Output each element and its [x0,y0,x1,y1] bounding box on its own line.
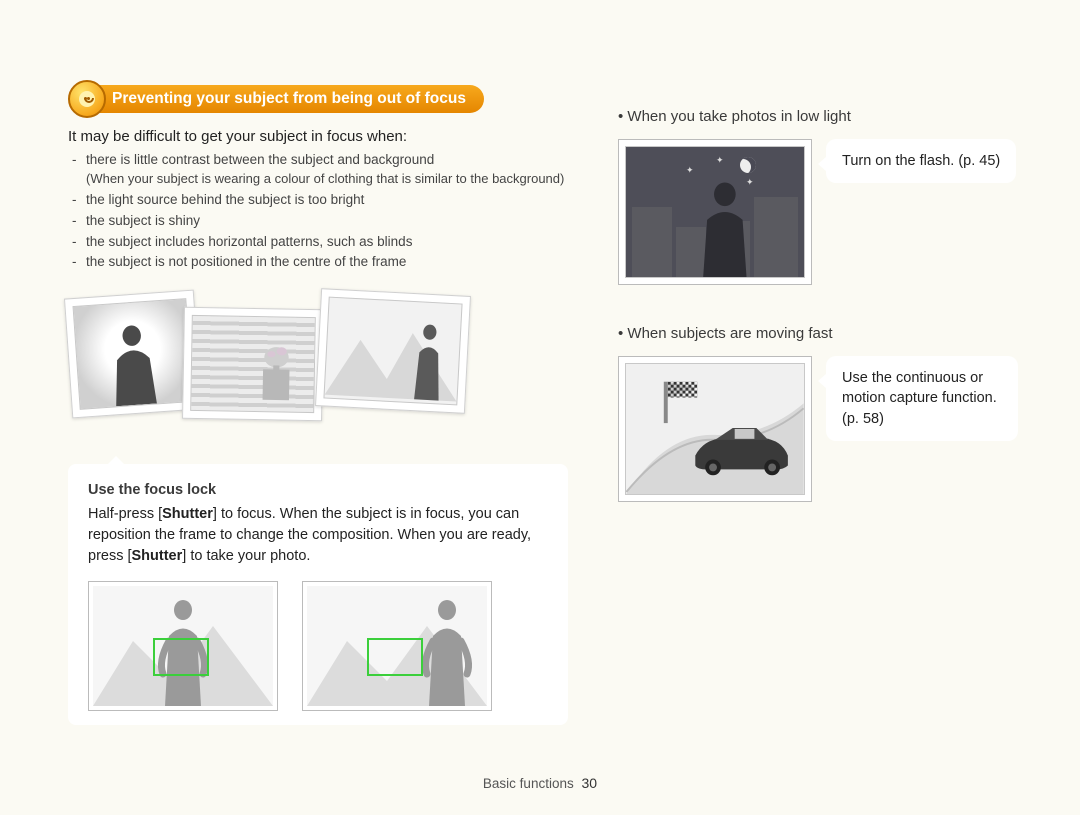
right-label: When subjects are moving fast [618,325,1018,342]
right-column: When you take photos in low light ✦ ✦ ✦ [618,80,1018,725]
tip-title: Use the focus lock [88,482,548,498]
bullet-item: the subject is shiny [86,212,568,231]
left-column: Preventing your subject from being out o… [68,80,568,725]
tip-bubble: Turn on the flash. (p. 45) [826,139,1016,183]
intro-text: It may be difficult to get your subject … [68,128,568,145]
footer-section: Basic functions [483,776,574,791]
tip-image-centered [88,581,278,711]
bullet-list: there is little contrast between the sub… [68,151,568,272]
focus-rect-icon [153,638,209,676]
heading-text: Preventing your subject from being out o… [94,85,484,113]
footer-page-number: 30 [581,775,597,791]
right-item-lowlight: When you take photos in low light ✦ ✦ ✦ [618,108,1018,285]
tip-badge-icon [68,80,106,118]
bullet-item: there is little contrast between the sub… [86,151,568,189]
tip-box: Use the focus lock Half-press [Shutter] … [68,464,568,725]
bullet-item: the light source behind the subject is t… [86,191,568,210]
right-label: When you take photos in low light [618,108,1018,125]
tip-bubble: Use the continuous or motion capture fun… [826,356,1018,441]
example-photos [68,290,568,450]
example-photo-blinds [182,307,324,421]
focus-rect-icon [367,638,423,676]
example-photo-motion [618,356,812,502]
example-photo-offcenter [315,288,471,414]
right-item-motion: When subjects are moving fast [618,325,1018,502]
example-photo-lowlight: ✦ ✦ ✦ [618,139,812,285]
example-photo-backlight [64,290,202,419]
bullet-item: the subject includes horizontal patterns… [86,233,568,252]
page-content: Preventing your subject from being out o… [0,0,1080,725]
tip-body: Half-press [Shutter] to focus. When the … [88,504,548,567]
tip-images [88,581,548,711]
section-heading: Preventing your subject from being out o… [68,80,568,118]
page-footer: Basic functions 30 [0,775,1080,791]
tip-image-recomposed [302,581,492,711]
bullet-item: the subject is not positioned in the cen… [86,253,568,272]
